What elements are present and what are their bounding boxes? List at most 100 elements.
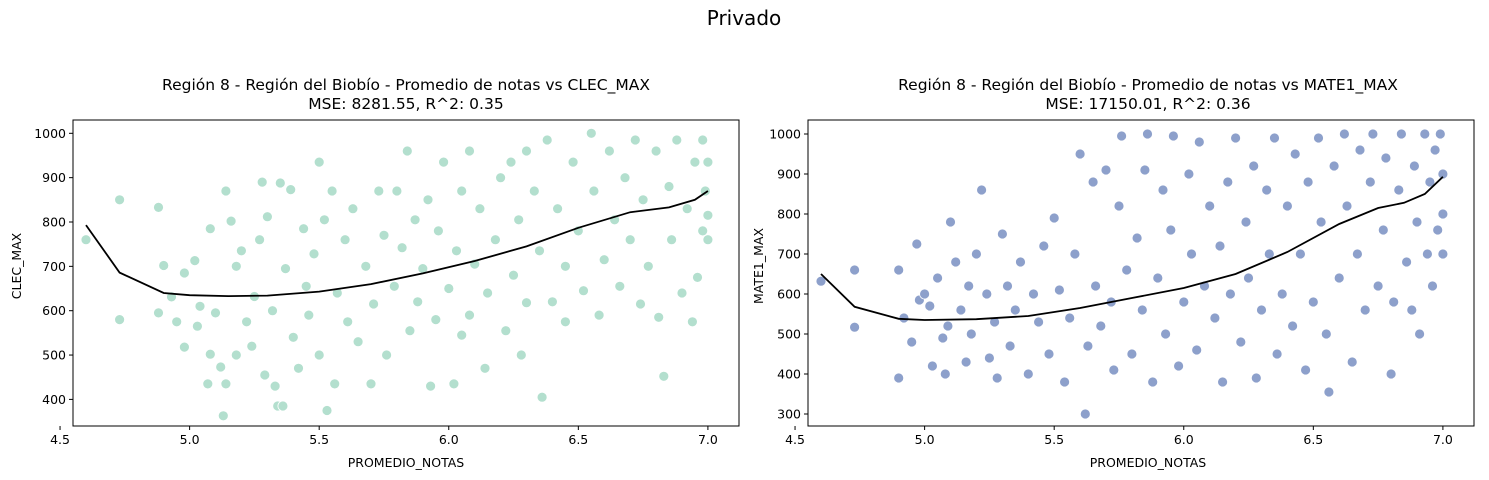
scatter-point	[202, 378, 214, 390]
scatter-point	[642, 260, 654, 272]
scatter-point	[1142, 128, 1153, 140]
scatter-point	[303, 309, 315, 321]
x-tick-label: 7.0	[1433, 432, 1453, 447]
scatter-point	[378, 229, 390, 241]
scatter-point	[1427, 280, 1438, 292]
scatter-point	[235, 245, 247, 257]
scatter-point	[1090, 280, 1101, 292]
y-tick-label: 700	[42, 259, 66, 274]
scatter-point	[365, 378, 377, 390]
scatter-point	[1173, 360, 1184, 372]
scatter-point	[629, 134, 641, 146]
scatter-point	[981, 288, 993, 300]
scatter-point	[409, 214, 421, 226]
scatter-point	[456, 185, 468, 197]
scatter-point	[937, 332, 949, 344]
scatter-point	[911, 238, 923, 250]
scatter-point	[1372, 280, 1384, 292]
scatter-point	[508, 269, 519, 281]
x-tick-label: 6.0	[1174, 432, 1194, 447]
scatter-point	[919, 288, 930, 300]
scatter-point	[464, 145, 475, 157]
scatter-point	[1222, 176, 1234, 188]
scatter-point	[505, 156, 517, 168]
scatter-point	[1437, 248, 1449, 260]
scatter-point	[991, 372, 1003, 384]
scatter-point	[313, 156, 325, 168]
scatter-point	[230, 349, 242, 361]
scatter-point	[1393, 184, 1405, 196]
scatter-point	[1043, 348, 1055, 360]
scatter-point	[285, 184, 297, 196]
scatter-point	[1419, 128, 1431, 140]
y-tick-label: 700	[777, 247, 801, 262]
scatter-point	[451, 245, 462, 257]
x-tick-label: 5.0	[915, 432, 935, 447]
scatter-point	[1302, 176, 1314, 188]
scatter-point	[1178, 296, 1190, 308]
scatter-point	[1095, 320, 1107, 332]
scatter-point	[321, 405, 333, 416]
scatter-point	[588, 185, 600, 197]
scatter-point	[1087, 176, 1099, 188]
y-tick-label: 500	[42, 348, 66, 363]
scatter-point	[1354, 144, 1366, 156]
scatter-point	[220, 378, 232, 390]
scatter-point	[1401, 256, 1412, 268]
scatter-point	[1147, 376, 1159, 388]
scatter-point	[1409, 160, 1420, 172]
scatter-point	[963, 280, 975, 292]
scatter-point	[536, 391, 548, 403]
scatter-point	[697, 225, 709, 237]
scatter-point	[893, 372, 905, 384]
scatter-point	[849, 321, 860, 333]
scatter-point	[326, 185, 338, 197]
scatter-point	[1074, 148, 1086, 160]
y-tick-label: 1000	[769, 127, 801, 142]
scatter-point	[1295, 248, 1306, 260]
scatter-point	[1186, 248, 1197, 260]
scatter-point	[1209, 312, 1221, 324]
scatter-point	[360, 260, 372, 272]
scatter-point	[225, 215, 237, 227]
scatter-point	[114, 194, 125, 206]
scatter-point	[955, 304, 967, 316]
scatter-point	[560, 260, 571, 272]
scatter-point	[1411, 216, 1423, 228]
y-tick-label: 800	[42, 215, 66, 230]
scatter-point	[604, 145, 615, 157]
scatter-point	[1414, 328, 1425, 340]
scatter-point	[971, 248, 982, 260]
scatter-point	[1240, 216, 1252, 228]
scatter-point	[1116, 130, 1127, 142]
scatter-point	[1235, 336, 1247, 348]
scatter-point	[178, 341, 190, 353]
scatter-point	[1069, 248, 1081, 260]
scatter-point	[689, 156, 701, 168]
scatter-point	[489, 234, 501, 246]
scatter-point	[425, 380, 437, 392]
scatter-point	[267, 305, 278, 317]
scatter-point	[534, 245, 545, 257]
scatter-point	[114, 314, 125, 326]
scatter-point	[1064, 312, 1076, 324]
scatter-point	[552, 203, 563, 215]
scatter-point	[204, 223, 216, 235]
scatter-point	[1385, 368, 1397, 380]
scatter-point	[976, 184, 987, 196]
scatter-point	[1191, 344, 1203, 356]
y-tick-label: 400	[777, 367, 801, 382]
scatter-point	[153, 201, 164, 213]
chart-title: Región 8 - Región del Biobío - Promedio …	[162, 76, 650, 95]
scatter-point	[80, 234, 92, 246]
scatter-point	[456, 329, 468, 341]
y-tick-label: 900	[42, 170, 66, 185]
scatter-point	[479, 362, 491, 374]
scatter-point	[521, 297, 532, 309]
scatter-point	[293, 362, 304, 374]
scatter-point	[658, 370, 670, 382]
scatter-point	[1100, 164, 1112, 176]
scatter-point	[663, 181, 675, 192]
scatter-point	[1136, 304, 1148, 316]
